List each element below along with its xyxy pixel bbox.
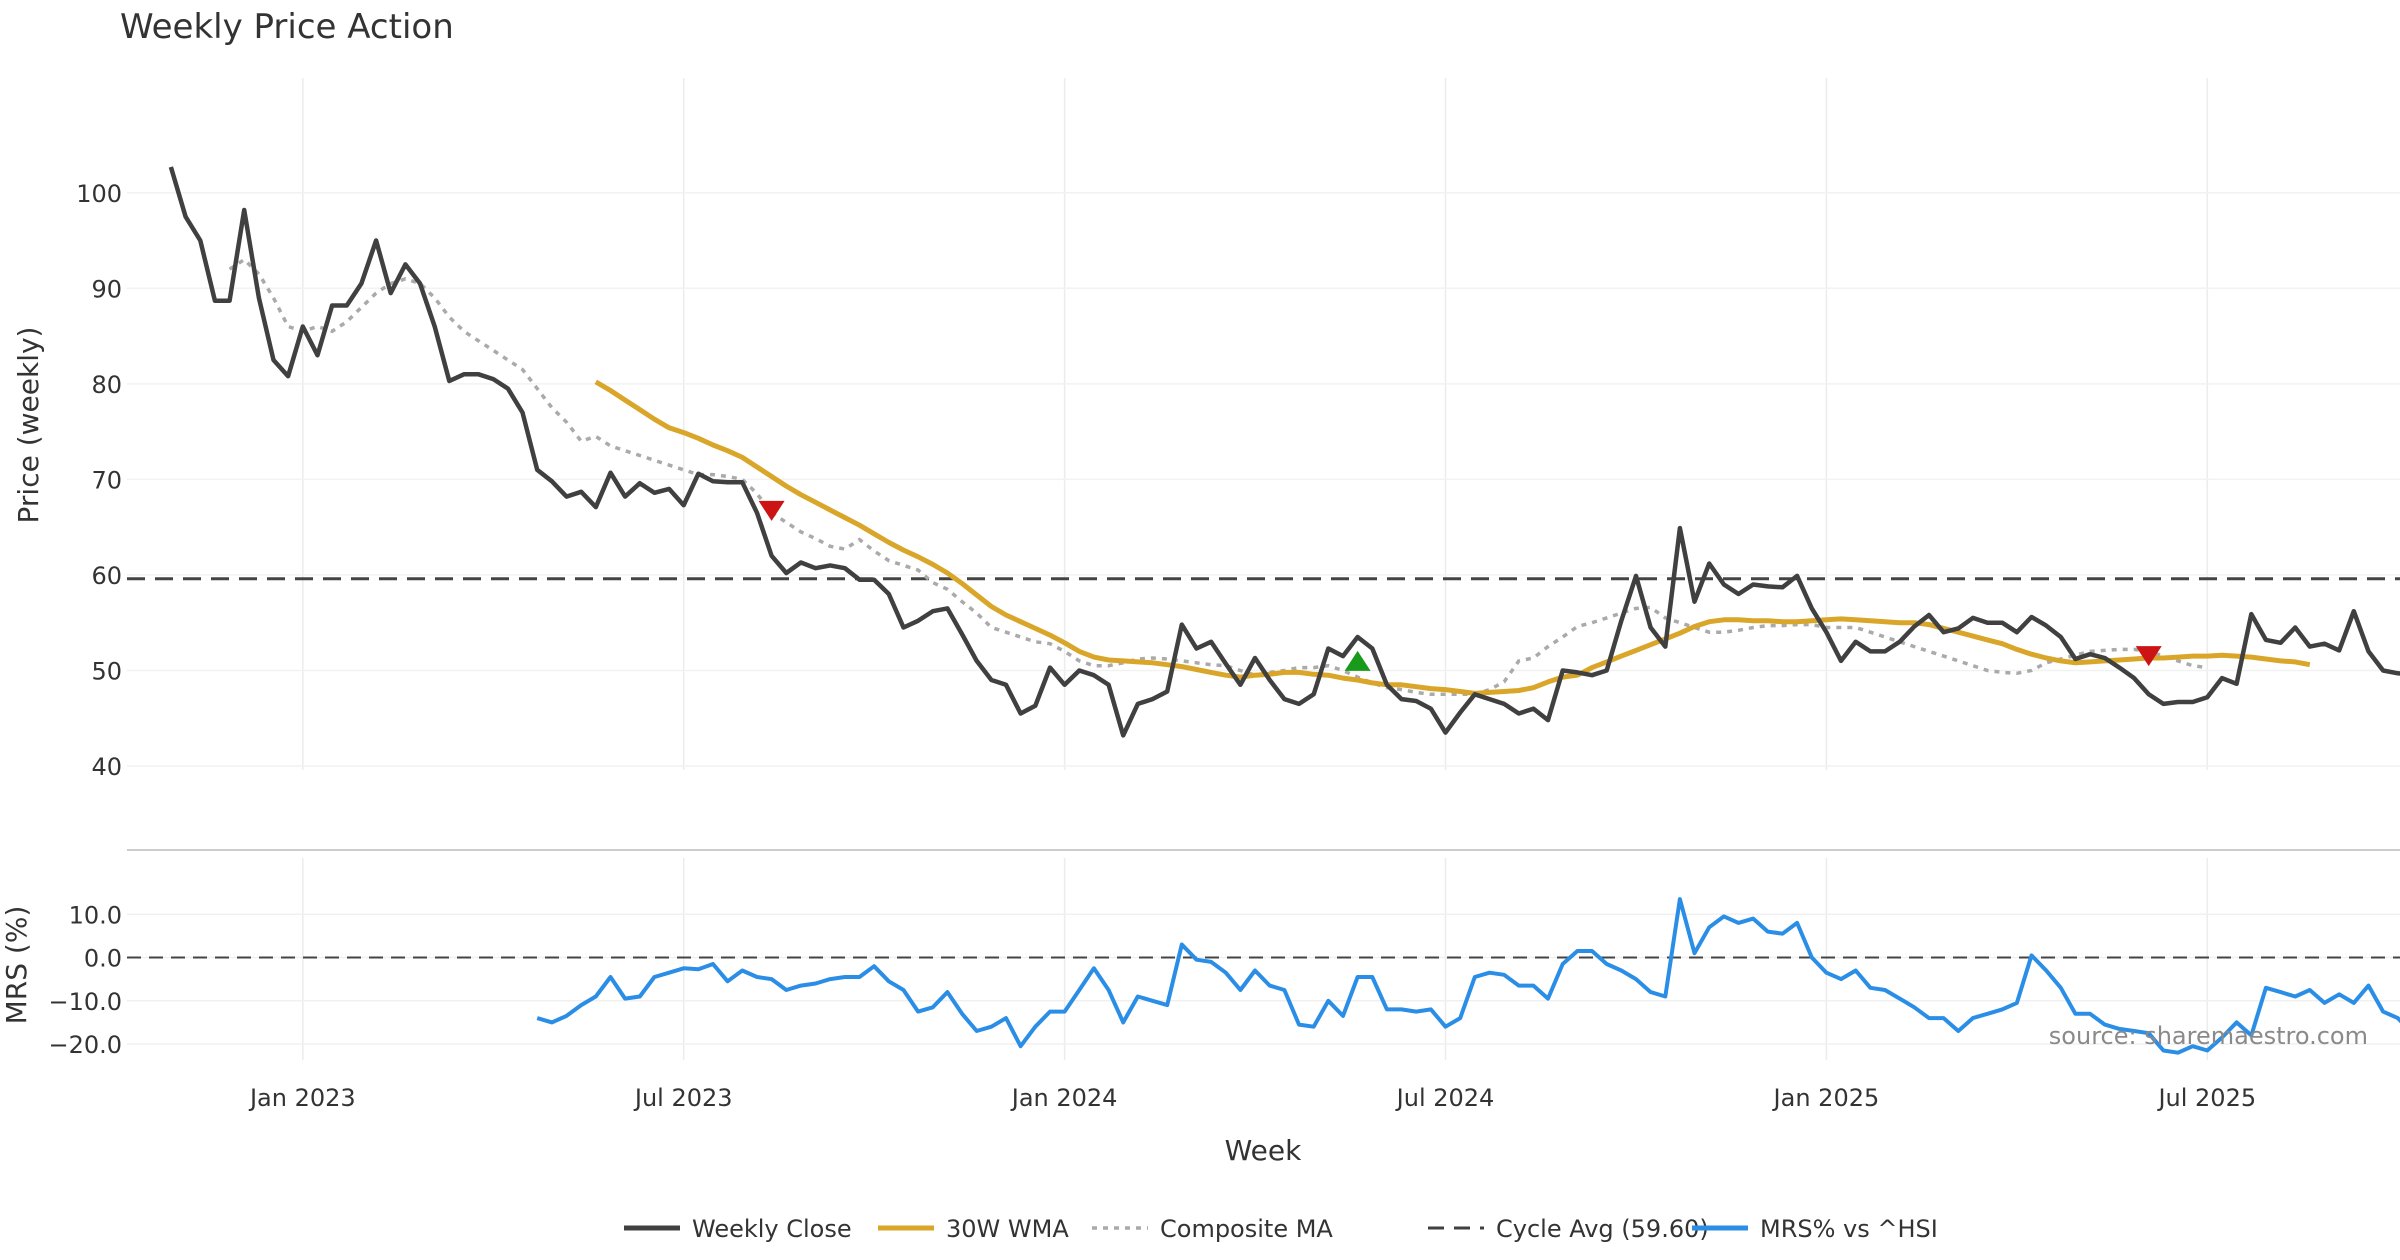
price-y-tick-label: 90 bbox=[91, 275, 122, 303]
price-gridlines bbox=[127, 78, 2400, 770]
signal-markers bbox=[758, 500, 2162, 671]
mrs-line bbox=[536, 897, 2400, 1055]
price-y-ticks: 40 50 60 70 80 90 100 bbox=[76, 180, 122, 781]
legend: Weekly Close 30W WMA Composite MA Cycle Avg… bbox=[624, 1215, 1938, 1243]
mrs-y-tick-label: −20.0 bbox=[48, 1031, 122, 1059]
buy-signal-marker bbox=[1344, 650, 1371, 671]
sell-signal-marker bbox=[2135, 646, 2162, 667]
x-tick-label: Jan 2025 bbox=[1772, 1084, 1880, 1112]
price-y-tick-label: 60 bbox=[91, 562, 122, 590]
mrs-y-tick-label: −10.0 bbox=[48, 988, 122, 1016]
weekly-close-line bbox=[168, 166, 2400, 738]
wma-30w-line bbox=[594, 379, 2311, 696]
legend-label: Composite MA bbox=[1160, 1215, 1333, 1243]
x-tick-label: Jul 2024 bbox=[1395, 1084, 1495, 1112]
mrs-y-axis-title: MRS (%) bbox=[0, 906, 33, 1025]
price-y-tick-label: 70 bbox=[91, 466, 122, 494]
legend-label: 30W WMA bbox=[946, 1215, 1069, 1243]
price-y-tick-label: 80 bbox=[91, 371, 122, 399]
legend-label: Weekly Close bbox=[692, 1215, 852, 1243]
sell-signal-marker bbox=[758, 500, 785, 521]
mrs-y-ticks: −20.0 −10.0 0.0 10.0 bbox=[48, 901, 122, 1059]
mrs-y-tick-label: 10.0 bbox=[69, 901, 122, 929]
x-ticks: Jan 2023 Jul 2023 Jan 2024 Jul 2024 Jan 2025… bbox=[248, 1084, 2256, 1112]
x-tick-label: Jan 2023 bbox=[248, 1084, 356, 1112]
price-y-tick-label: 50 bbox=[91, 657, 122, 685]
price-y-tick-label: 100 bbox=[76, 180, 122, 208]
legend-label: Cycle Avg (59.60) bbox=[1496, 1215, 1709, 1243]
x-tick-label: Jul 2025 bbox=[2156, 1084, 2256, 1112]
source-note: source: sharemaestro.com bbox=[2049, 1022, 2368, 1050]
x-tick-label: Jan 2024 bbox=[1010, 1084, 1118, 1112]
legend-label: MRS% vs ^HSI bbox=[1760, 1215, 1938, 1243]
price-y-tick-label: 40 bbox=[91, 753, 122, 781]
price-y-axis-title: Price (weekly) bbox=[12, 327, 45, 524]
composite-ma-line bbox=[228, 257, 2208, 697]
x-tick-label: Jul 2023 bbox=[633, 1084, 733, 1112]
mrs-y-tick-label: 0.0 bbox=[84, 945, 122, 973]
x-axis-title: Week bbox=[1225, 1134, 1302, 1167]
chart-title: Weekly Price Action bbox=[120, 7, 454, 47]
